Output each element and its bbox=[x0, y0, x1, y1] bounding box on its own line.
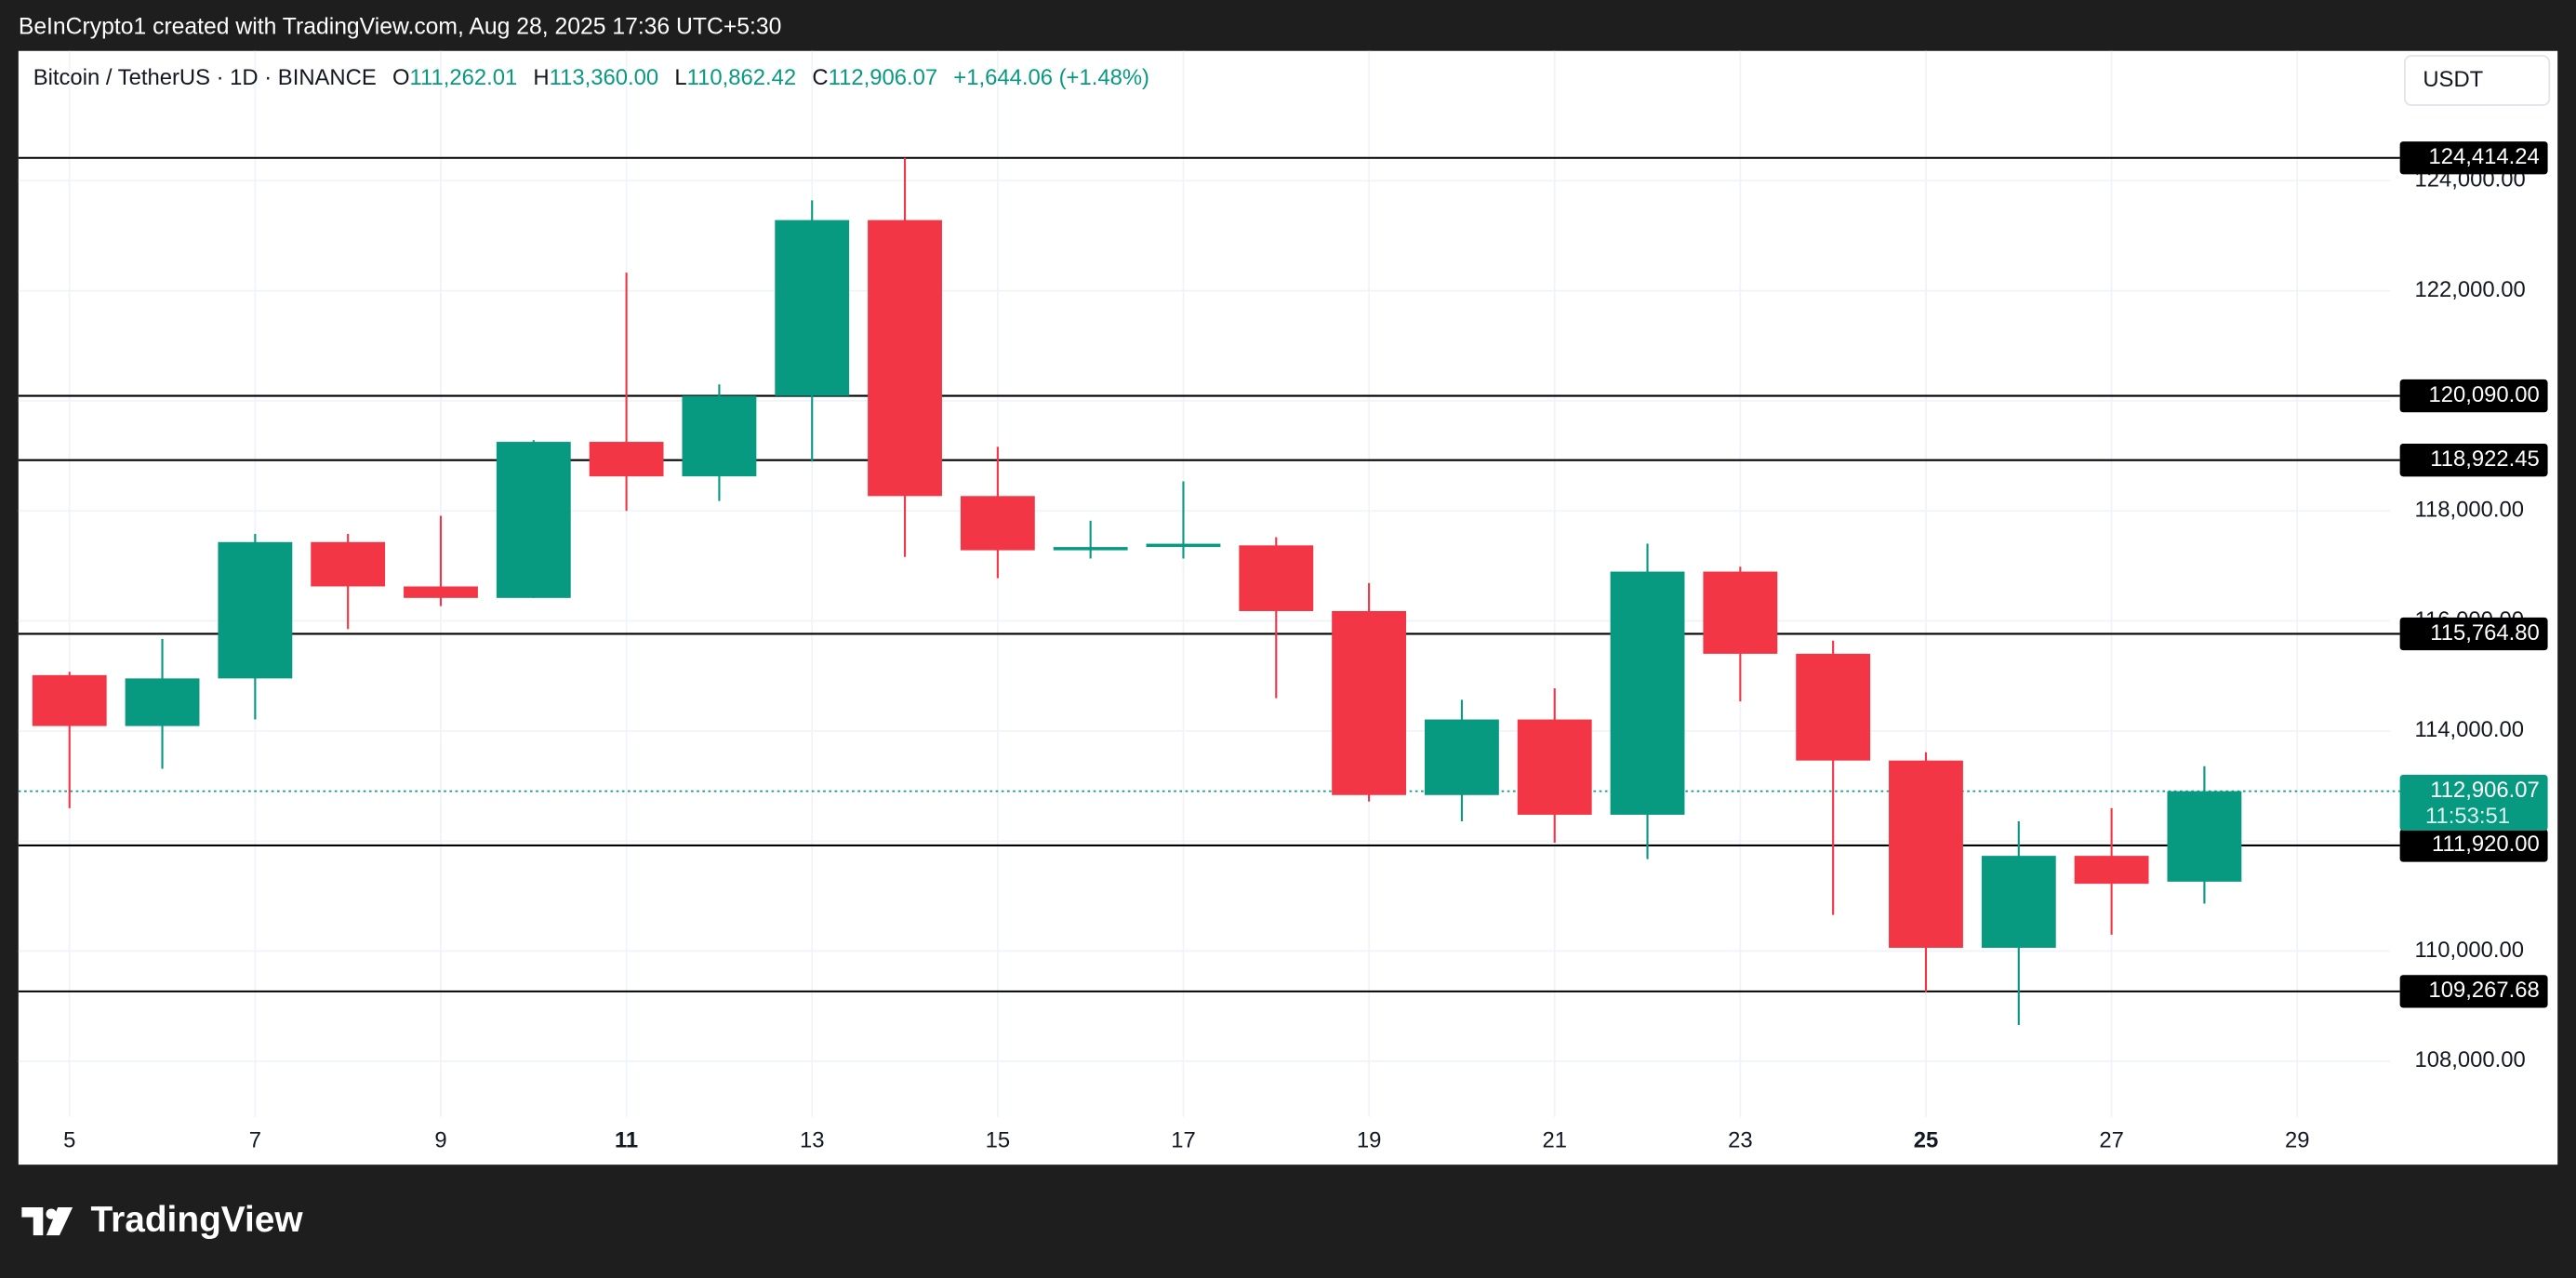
level-label: 109,267.68 bbox=[2428, 978, 2539, 1003]
x-tick-label: 21 bbox=[1542, 1128, 1567, 1153]
x-tick-label: 5 bbox=[63, 1128, 75, 1153]
candle-body bbox=[32, 674, 107, 726]
low-label: L bbox=[674, 65, 686, 90]
logo-slash bbox=[46, 1207, 73, 1236]
price-label: 112,906.07 bbox=[2430, 778, 2540, 803]
level-label-box bbox=[2399, 379, 2548, 413]
x-tick-label: 11 bbox=[615, 1128, 638, 1153]
symbol: Bitcoin / TetherUS · 1D · BINANCE bbox=[33, 65, 377, 90]
candle-body bbox=[1889, 760, 1963, 948]
y-tick-label: 118,000.00 bbox=[2415, 498, 2524, 523]
candle-body bbox=[1239, 545, 1314, 611]
level-label-box bbox=[2399, 141, 2548, 175]
level-label: 115,764.80 bbox=[2430, 620, 2540, 646]
open-label: O bbox=[392, 65, 410, 90]
high-value: 113,360.00 bbox=[550, 65, 659, 90]
footer-brand: TradingView bbox=[91, 1200, 304, 1240]
candle-body bbox=[496, 442, 571, 598]
currency-button[interactable] bbox=[2404, 55, 2551, 106]
level-label: 118,922.45 bbox=[2430, 446, 2540, 472]
candle-body bbox=[404, 586, 478, 598]
level-label: 120,090.00 bbox=[2428, 382, 2539, 407]
level-label-box bbox=[2399, 829, 2548, 862]
x-tick-label: 15 bbox=[986, 1128, 1011, 1153]
candle-body bbox=[589, 442, 664, 477]
candle-body bbox=[1332, 610, 1407, 795]
x-tick-label: 29 bbox=[2285, 1128, 2310, 1153]
price-label-box bbox=[2399, 774, 2548, 831]
low-value: 110,862.42 bbox=[687, 65, 797, 90]
top-caption: BeInCrypto1 created with TradingView.com… bbox=[19, 15, 782, 40]
candle-body bbox=[1796, 653, 1871, 761]
candle-body bbox=[775, 220, 850, 396]
candle-body bbox=[682, 395, 757, 477]
x-tick-label: 13 bbox=[800, 1128, 825, 1153]
level-label-box bbox=[2399, 444, 2548, 477]
x-tick-label: 17 bbox=[1171, 1128, 1196, 1153]
y-tick-label: 114,000.00 bbox=[2415, 717, 2524, 742]
level-label-box bbox=[2399, 617, 2548, 651]
close-label: C bbox=[812, 65, 828, 90]
x-tick-label: 23 bbox=[1728, 1128, 1753, 1153]
y-tick-label: 122,000.00 bbox=[2415, 277, 2526, 302]
level-label-box bbox=[2399, 975, 2548, 1008]
candle-body bbox=[1517, 719, 1592, 815]
x-tick-label: 19 bbox=[1357, 1128, 1382, 1153]
y-tick-label: 110,000.00 bbox=[2415, 938, 2524, 963]
footer-logo bbox=[21, 1207, 73, 1236]
candle-body bbox=[1981, 856, 2056, 948]
legend: Bitcoin / TetherUS · 1D · BINANCE O111,2… bbox=[33, 65, 1149, 90]
candle-body bbox=[868, 220, 942, 497]
candle-body bbox=[1703, 571, 1778, 654]
candle-body bbox=[218, 541, 293, 679]
x-tick-label: 9 bbox=[434, 1128, 446, 1153]
close-value: 112,906.07 bbox=[829, 65, 938, 90]
candle-body bbox=[125, 678, 200, 726]
currency-label: USDT bbox=[2423, 67, 2483, 92]
candle-body bbox=[2074, 856, 2149, 885]
logo-dot bbox=[46, 1208, 57, 1219]
x-tick-label: 7 bbox=[249, 1128, 261, 1153]
high-label: H bbox=[533, 65, 549, 90]
y-tick-label: 108,000.00 bbox=[2415, 1047, 2526, 1072]
candle-body bbox=[311, 541, 386, 587]
candle-body bbox=[1610, 571, 1685, 815]
candle-body bbox=[1146, 543, 1221, 548]
price-countdown: 11:53:51 bbox=[2425, 804, 2510, 829]
open-value: 111,262.01 bbox=[410, 65, 518, 90]
level-label: 124,414.24 bbox=[2428, 144, 2539, 169]
logo-mark bbox=[21, 1207, 44, 1236]
x-tick-label: 27 bbox=[2099, 1128, 2124, 1153]
candle-body bbox=[960, 496, 1035, 551]
candle-body bbox=[1424, 719, 1499, 795]
level-label: 111,920.00 bbox=[2432, 832, 2540, 857]
candle-body bbox=[2167, 791, 2242, 882]
change-value: +1,644.06 (+1.48%) bbox=[953, 65, 1149, 90]
candle-body bbox=[1053, 547, 1128, 551]
x-tick-label: 25 bbox=[1914, 1128, 1939, 1153]
